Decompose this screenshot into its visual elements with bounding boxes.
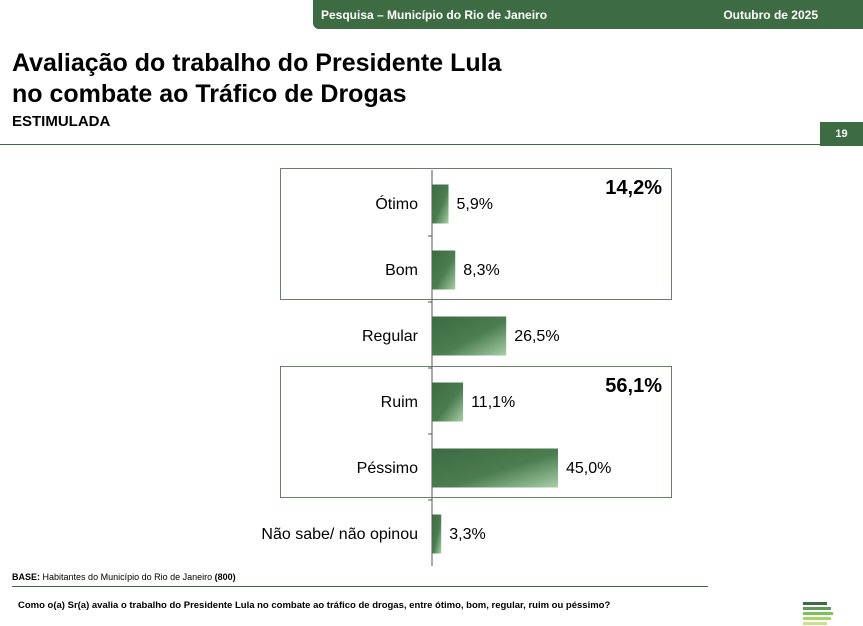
- bar: [432, 514, 442, 554]
- page-number: 19: [820, 122, 863, 146]
- survey-question: Como o(a) Sr(a) avalia o trabalho do Pre…: [18, 600, 611, 611]
- bar: [432, 448, 558, 488]
- base-text: Habitantes do Município do Rio de Janeir…: [42, 572, 213, 582]
- base-sample-size: (800): [214, 572, 236, 582]
- data-label: 26,5%: [514, 328, 559, 345]
- footer-divider: [12, 586, 708, 587]
- bar: [432, 184, 449, 224]
- survey-label: Pesquisa – Município do Rio de Janeiro: [321, 8, 548, 22]
- title-line-1: Avaliação do trabalho do Presidente Lula: [12, 49, 502, 77]
- bar: [432, 250, 456, 290]
- category-label: Bom: [385, 262, 418, 279]
- institute-logo-icon: [803, 602, 833, 625]
- data-label: 45,0%: [566, 460, 611, 477]
- group-box: [280, 366, 672, 498]
- base-label: BASE:: [12, 572, 41, 582]
- bar: [432, 316, 507, 356]
- data-label: 5,9%: [457, 196, 493, 213]
- category-label: Péssimo: [357, 460, 418, 477]
- data-label: 11,1%: [471, 394, 515, 411]
- base-note: BASE: Habitantes do Município do Rio de …: [12, 572, 236, 582]
- header-bar: Pesquisa – Município do Rio de Janeiro O…: [313, 0, 863, 29]
- category-label: Regular: [362, 328, 419, 345]
- data-label: 3,3%: [449, 526, 485, 543]
- category-label: Ruim: [381, 394, 418, 411]
- category-label: Não sabe/ não opinou: [261, 526, 418, 543]
- bar: [432, 382, 464, 422]
- page-title: Avaliação do trabalho do Presidente Lula…: [12, 48, 501, 110]
- group-total-label: 56,1%: [605, 375, 662, 397]
- group-total-label: 14,2%: [605, 177, 662, 199]
- title-line-2: no combate ao Tráfico de Drogas: [12, 80, 407, 108]
- group-box: [280, 168, 672, 300]
- category-label: Ótimo: [375, 194, 418, 213]
- rating-bar-chart: 14,2% 56,1% Ótimo 5,9% Bom 8,3% Regular 26,5% Ru…: [261, 168, 672, 566]
- title-divider: [0, 144, 820, 145]
- page-subtitle: ESTIMULADA: [12, 113, 111, 130]
- data-label: 8,3%: [463, 262, 499, 279]
- survey-date: Outubro de 2025: [723, 8, 818, 22]
